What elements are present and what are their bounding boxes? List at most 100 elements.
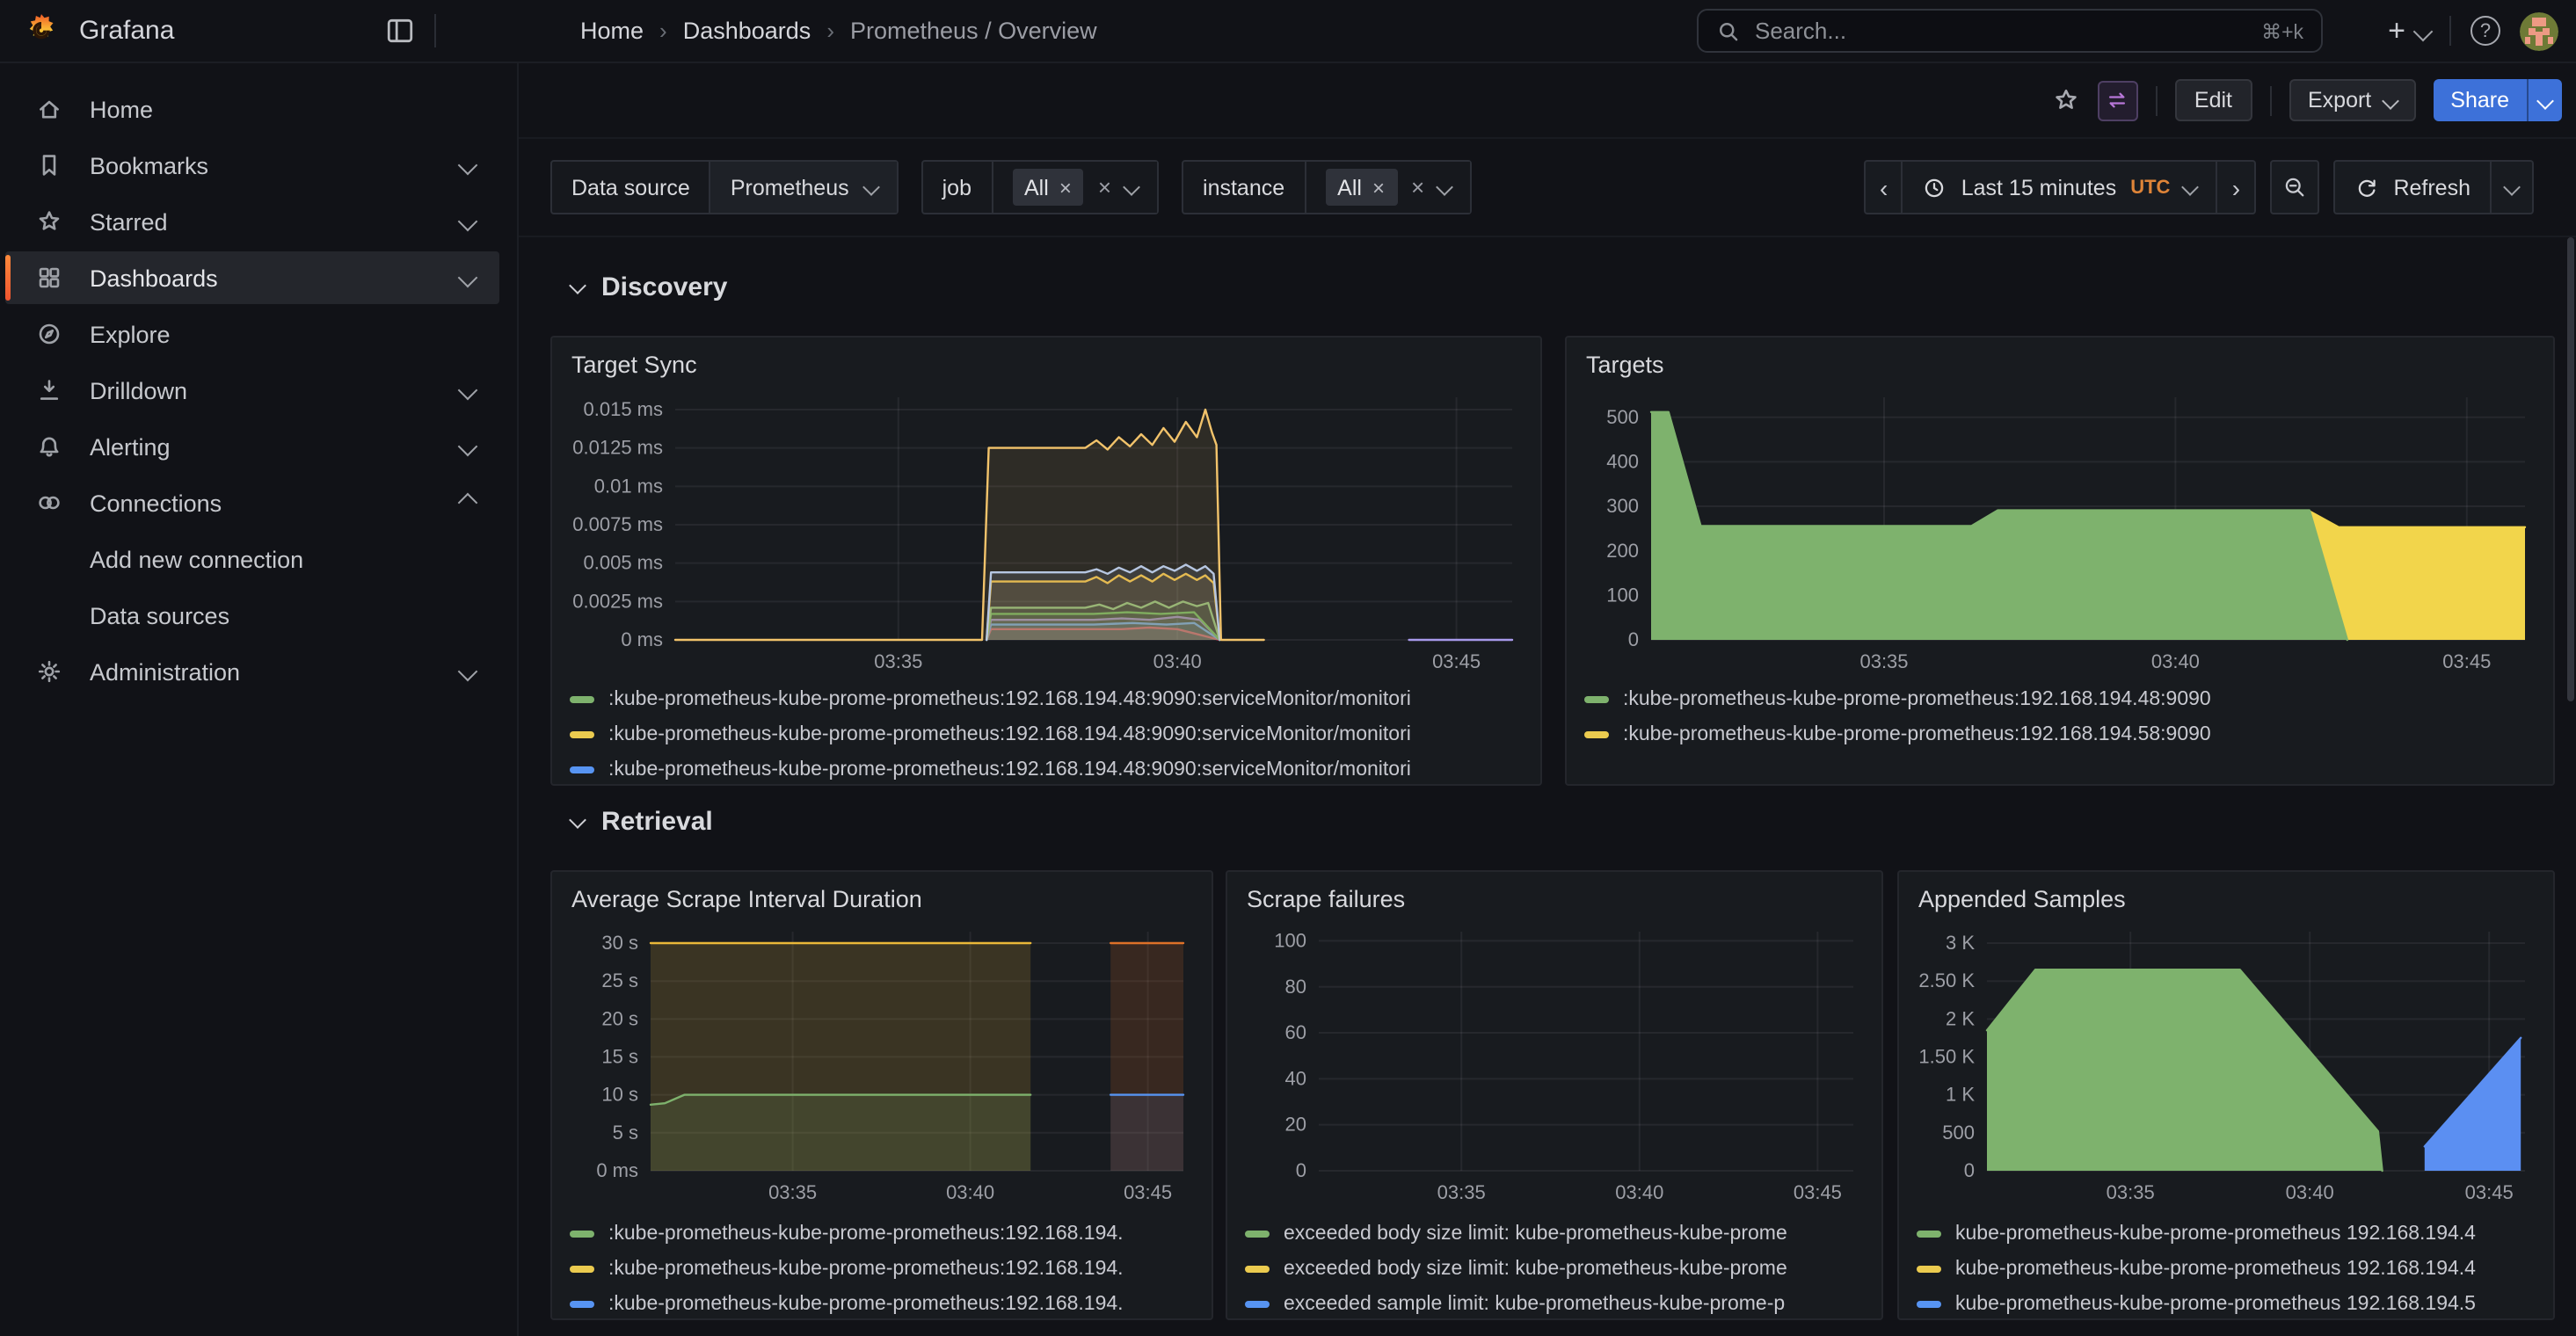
star-icon[interactable] xyxy=(2052,86,2080,114)
panel-title[interactable]: Scrape failures xyxy=(1247,886,1406,912)
legend-swatch xyxy=(1584,731,1609,738)
svg-text:2 K: 2 K xyxy=(1946,1007,1975,1029)
legend-item[interactable]: :kube-prometheus-kube-prome-prometheus:1… xyxy=(1584,717,2544,752)
legend-item[interactable]: :kube-prometheus-kube-prome-prometheus:1… xyxy=(570,1216,1203,1252)
export-button[interactable]: Export xyxy=(2289,79,2416,121)
help-icon[interactable]: ? xyxy=(2470,16,2500,46)
legend-item[interactable]: :kube-prometheus-kube-prome-prometheus:1… xyxy=(570,1287,1203,1322)
svg-text:10 s: 10 s xyxy=(601,1084,638,1106)
compass-icon xyxy=(35,320,63,348)
panel-title[interactable]: Targets xyxy=(1586,352,1664,378)
svg-text:0.01 ms: 0.01 ms xyxy=(594,475,663,497)
sidebar-item-alerting[interactable]: Alerting xyxy=(5,420,499,473)
clear-icon[interactable]: × xyxy=(1097,174,1112,200)
sidebar-item-label: Bookmarks xyxy=(90,152,209,178)
remove-icon[interactable]: × xyxy=(1059,175,1072,200)
avg-scrape-legend: :kube-prometheus-kube-prome-prometheus:1… xyxy=(570,1216,1203,1322)
chevron-down-icon xyxy=(1123,178,1140,196)
svg-text:03:35: 03:35 xyxy=(768,1181,817,1203)
share-button[interactable]: Share xyxy=(2433,79,2527,121)
refresh-interval-button[interactable] xyxy=(2492,160,2534,214)
time-forward-button[interactable]: › xyxy=(2217,160,2257,214)
legend-label: :kube-prometheus-kube-prome-prometheus:1… xyxy=(608,724,1411,745)
avg-scrape-chart[interactable]: 0 ms 5 s 10 s 15 s 20 s 25 s 30 s 03:35 03:40 03:… xyxy=(566,921,1197,1206)
brand-title[interactable]: Grafana xyxy=(79,16,175,46)
dashboard-toolbar: Edit Export Share xyxy=(519,62,2576,139)
sidebar-item-dashboards[interactable]: Dashboards xyxy=(5,251,499,304)
legend-label: :kube-prometheus-kube-prome-prometheus:1… xyxy=(1623,724,2211,745)
time-back-button[interactable]: ‹ xyxy=(1864,160,1903,214)
targets-chart[interactable]: 0 100 200 300 400 500 03:35 03:40 03:45 xyxy=(1581,387,2539,675)
panel-title[interactable]: Appended Samples xyxy=(1918,886,2126,912)
appended-samples-chart[interactable]: 0 500 1 K 1.50 K 2 K 2.50 K 3 K 03:35 03:40 03:45 xyxy=(1913,921,2539,1206)
legend-item[interactable]: exceeded sample limit: kube-prometheus-k… xyxy=(1245,1287,1873,1322)
breadcrumb-separator-icon: › xyxy=(659,18,667,44)
legend-item[interactable]: :kube-prometheus-kube-prome-prometheus:1… xyxy=(1584,682,2544,717)
grafana-logo-icon[interactable] xyxy=(23,12,60,49)
legend-item[interactable]: :kube-prometheus-kube-prome-prometheus:1… xyxy=(570,682,1532,717)
time-range-button[interactable]: Last 15 minutes UTC xyxy=(1903,160,2218,214)
sidebar-item-add-new-connection[interactable]: Add new connection xyxy=(5,533,499,585)
svg-text:03:35: 03:35 xyxy=(1437,1181,1486,1203)
refresh-button[interactable]: Refresh xyxy=(2333,160,2492,214)
share-menu-button[interactable] xyxy=(2527,79,2562,121)
svg-text:03:45: 03:45 xyxy=(2442,650,2491,672)
top-bar: Grafana Home › Dashboards › Prometheus /… xyxy=(0,0,2576,63)
panel-title[interactable]: Target Sync xyxy=(571,352,697,378)
new-button[interactable]: + xyxy=(2388,16,2434,46)
breadcrumb-dashboards[interactable]: Dashboards xyxy=(682,18,811,44)
svg-text:0 ms: 0 ms xyxy=(621,628,663,650)
job-value-chip[interactable]: All × xyxy=(1012,169,1084,206)
edit-button[interactable]: Edit xyxy=(2174,79,2252,121)
remove-icon[interactable]: × xyxy=(1372,175,1385,200)
sidebar: Home Bookmarks Starred Dashboards Explore Dri… xyxy=(0,62,519,1336)
svg-text:0.0125 ms: 0.0125 ms xyxy=(572,437,663,459)
scrollbar-thumb[interactable] xyxy=(2567,237,2574,701)
sidebar-item-label: Administration xyxy=(90,658,241,685)
job-select[interactable]: All × × xyxy=(993,162,1158,213)
instance-select[interactable]: All × × xyxy=(1306,162,1471,213)
svg-text:0.0025 ms: 0.0025 ms xyxy=(572,590,663,612)
legend-item[interactable]: kube-prometheus-kube-prome-prometheus 19… xyxy=(1917,1216,2544,1252)
sidebar-item-home[interactable]: Home xyxy=(5,83,499,135)
sidebar-item-connections[interactable]: Connections xyxy=(5,476,499,529)
clear-icon[interactable]: × xyxy=(1411,174,1425,200)
legend-item[interactable]: :kube-prometheus-kube-prome-prometheus:1… xyxy=(570,1252,1203,1287)
divider xyxy=(2449,16,2451,46)
legend-label: :kube-prometheus-kube-prome-prometheus:1… xyxy=(608,1259,1124,1280)
legend-item[interactable]: :kube-prometheus-kube-prome-prometheus:1… xyxy=(570,752,1532,788)
legend-item[interactable]: kube-prometheus-kube-prome-prometheus 19… xyxy=(1917,1252,2544,1287)
sidebar-item-label: Starred xyxy=(90,208,168,235)
legend-item[interactable]: exceeded body size limit: kube-prometheu… xyxy=(1245,1216,1873,1252)
legend-swatch xyxy=(570,1301,594,1308)
sidebar-item-bookmarks[interactable]: Bookmarks xyxy=(5,139,499,192)
zoom-out-button[interactable] xyxy=(2270,160,2320,214)
sidebar-item-explore[interactable]: Explore xyxy=(5,308,499,360)
section-retrieval[interactable]: Retrieval xyxy=(569,807,713,837)
datasource-filter: Data source Prometheus xyxy=(550,160,899,214)
svg-text:1 K: 1 K xyxy=(1946,1084,1975,1106)
sidebar-item-drilldown[interactable]: Drilldown xyxy=(5,364,499,417)
legend-item[interactable]: kube-prometheus-kube-prome-prometheus 19… xyxy=(1917,1287,2544,1322)
svg-text:03:45: 03:45 xyxy=(2465,1181,2514,1203)
scrape-failures-chart[interactable]: 0 20 40 60 80 100 03:35 03:40 03:45 xyxy=(1241,921,1867,1206)
dock-menu-icon[interactable] xyxy=(385,16,415,46)
target-sync-chart[interactable]: 0 ms 0.0025 ms 0.005 ms 0.0075 ms 0.01 ms 0.0… xyxy=(566,387,1526,675)
toggle-old-dashboard-icon[interactable] xyxy=(2097,80,2138,120)
datasource-select[interactable]: Prometheus xyxy=(710,162,897,213)
sidebar-item-data-sources[interactable]: Data sources xyxy=(5,589,499,642)
search-input[interactable]: Search... ⌘+k xyxy=(1697,9,2323,53)
breadcrumb-current: Prometheus / Overview xyxy=(850,18,1097,44)
instance-value-chip[interactable]: All × xyxy=(1325,169,1397,206)
legend-item[interactable]: :kube-prometheus-kube-prome-prometheus:1… xyxy=(570,717,1532,752)
section-discovery[interactable]: Discovery xyxy=(569,272,727,302)
bell-icon xyxy=(35,432,63,461)
avatar[interactable] xyxy=(2520,11,2558,50)
sidebar-item-starred[interactable]: Starred xyxy=(5,195,499,248)
legend-item[interactable]: exceeded body size limit: kube-prometheu… xyxy=(1245,1252,1873,1287)
panel-title[interactable]: Average Scrape Interval Duration xyxy=(571,886,922,912)
breadcrumb-home[interactable]: Home xyxy=(580,18,644,44)
legend-swatch xyxy=(1245,1266,1270,1273)
sidebar-item-administration[interactable]: Administration xyxy=(5,645,499,698)
